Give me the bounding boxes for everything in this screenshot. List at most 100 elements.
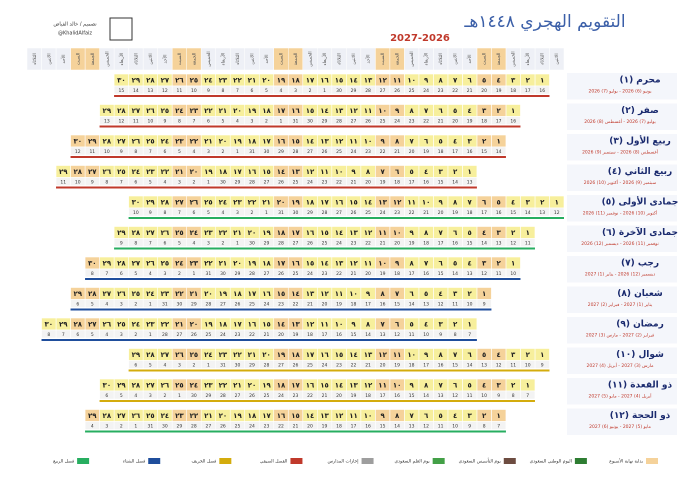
gregorian-day: 16 [380,302,386,308]
hijri-day: ٣ [511,77,516,85]
hijri-day: ٦ [482,199,487,207]
season-bar [70,308,492,311]
hijri-day: ٩ [395,260,400,268]
hijri-day: ٢٠ [204,290,213,298]
gregorian-day: 19 [409,241,415,247]
gregorian-day: 17 [438,241,444,247]
gregorian-day: 19 [351,393,357,399]
handle: @KhalidAlfaiz [58,31,92,37]
hijri-day: ٢٨ [103,138,112,146]
hijri-day: ١٤ [349,77,358,85]
hijri-day: ١٦ [335,199,344,207]
hijri-day: ٢٨ [132,229,141,237]
gregorian-day: 23 [322,180,328,186]
gregorian-day: 2 [221,149,224,155]
gregorian-day: 19 [336,302,342,308]
gregorian-day: 2 [309,88,312,94]
gregorian-day: 26 [322,149,328,155]
gregorian-day: 30 [220,180,226,186]
hijri-day: ٢٢ [175,290,184,298]
hijri-day: ٦ [395,168,400,176]
hijri-day: ١٣ [335,260,344,268]
gregorian-day: 7 [468,332,471,338]
weekday-label: الثلاثاء [134,53,139,64]
gregorian-day: 24 [264,302,270,308]
gregorian-day: 27 [307,149,313,155]
gregorian-day: 2 [192,180,195,186]
hijri-day: ١ [540,351,544,359]
hijri-day: ١٩ [277,77,286,85]
weekday-label: السبت [279,53,284,65]
gregorian-day: 6 [120,271,123,277]
hijri-day: ١٠ [393,382,402,390]
hijri-day: ١ [511,260,515,268]
hijri-day: ١٦ [277,138,286,146]
greg-cell [70,146,86,156]
gregorian-day: 6 [105,393,108,399]
gregorian-day: 12 [423,424,429,430]
greg-cell [55,177,71,186]
gregorian-day: 6 [192,210,195,216]
hijri-day: ٨ [380,290,385,298]
hijri-day: ٢١ [233,382,242,390]
hijri-day: ١٨ [277,382,286,390]
hijri-day: ٢٠ [233,107,242,115]
gregorian-day: 3 [251,119,254,125]
hijri-day: ٥ [453,107,457,115]
gregorian-day: 14 [394,424,400,430]
hijri-day: ١٢ [364,382,373,390]
gregorian-day: 26 [278,180,284,186]
gregorian-day: 21 [394,149,400,155]
gregorian-day: 20 [438,210,444,216]
gregorian-day: 24 [249,424,255,430]
hijri-day: ٢١ [190,290,199,298]
gregorian-day: 2 [134,332,137,338]
month-label-box [567,317,677,344]
gregorian-day: 26 [191,332,197,338]
gregorian-day: 6 [134,363,137,369]
hijri-day: ٢٥ [146,412,155,420]
gregorian-day: 21 [293,424,299,430]
gregorian-day: 24 [278,393,284,399]
gregorian-day: 15 [394,302,400,308]
gregorian-day: 21 [467,88,473,94]
gregorian-day: 28 [278,241,284,247]
hijri-day: ١٩ [262,229,271,237]
gregorian-day: 16 [336,332,342,338]
hijri-day: ٢ [497,260,502,268]
gregorian-day: 1 [323,88,326,94]
hijri-day: ٢٣ [190,260,199,268]
month-label-box [567,225,677,252]
hijri-day: ٢٧ [117,412,126,420]
month-span: مارس (3) 2027 - أبريل (4) 2027 [587,362,655,369]
hijri-day: ٢٤ [175,260,184,268]
hijri-day: ١١ [393,77,402,85]
hijri-day: ٢٢ [248,199,257,207]
legend-swatch [503,458,516,464]
gregorian-day: 12 [554,210,560,216]
gregorian-day: 11 [525,241,531,247]
hijri-day: ١٨ [219,321,228,329]
hijri-day: ٢ [511,229,516,237]
hijri-day: ٢ [526,351,531,359]
hijri-day: ١ [511,107,515,115]
gregorian-day: 25 [264,393,270,399]
weekday-label: الأحد [365,55,372,64]
gregorian-day: 4 [134,393,137,399]
hijri-day: ٥ [482,351,486,359]
hijri-day: ١٠ [364,138,373,146]
hijri-day: ٢٧ [88,321,97,329]
legend-swatch [646,458,658,464]
hijri-day: ٢٩ [117,382,126,390]
hijri-day: ١٨ [291,351,300,359]
hijri-day: ٧ [409,412,414,420]
gregorian-day: 27 [264,271,270,277]
gregorian-day: 25 [380,119,386,125]
weekday-label: الجمعة [294,53,299,66]
hijri-day: ٢٩ [117,229,126,237]
gregorian-day: 22 [278,424,284,430]
gregorian-day: 15 [467,241,473,247]
gregorian-day: 25 [322,241,328,247]
hijri-day: ١٦ [306,382,315,390]
gregorian-day: 28 [162,332,168,338]
